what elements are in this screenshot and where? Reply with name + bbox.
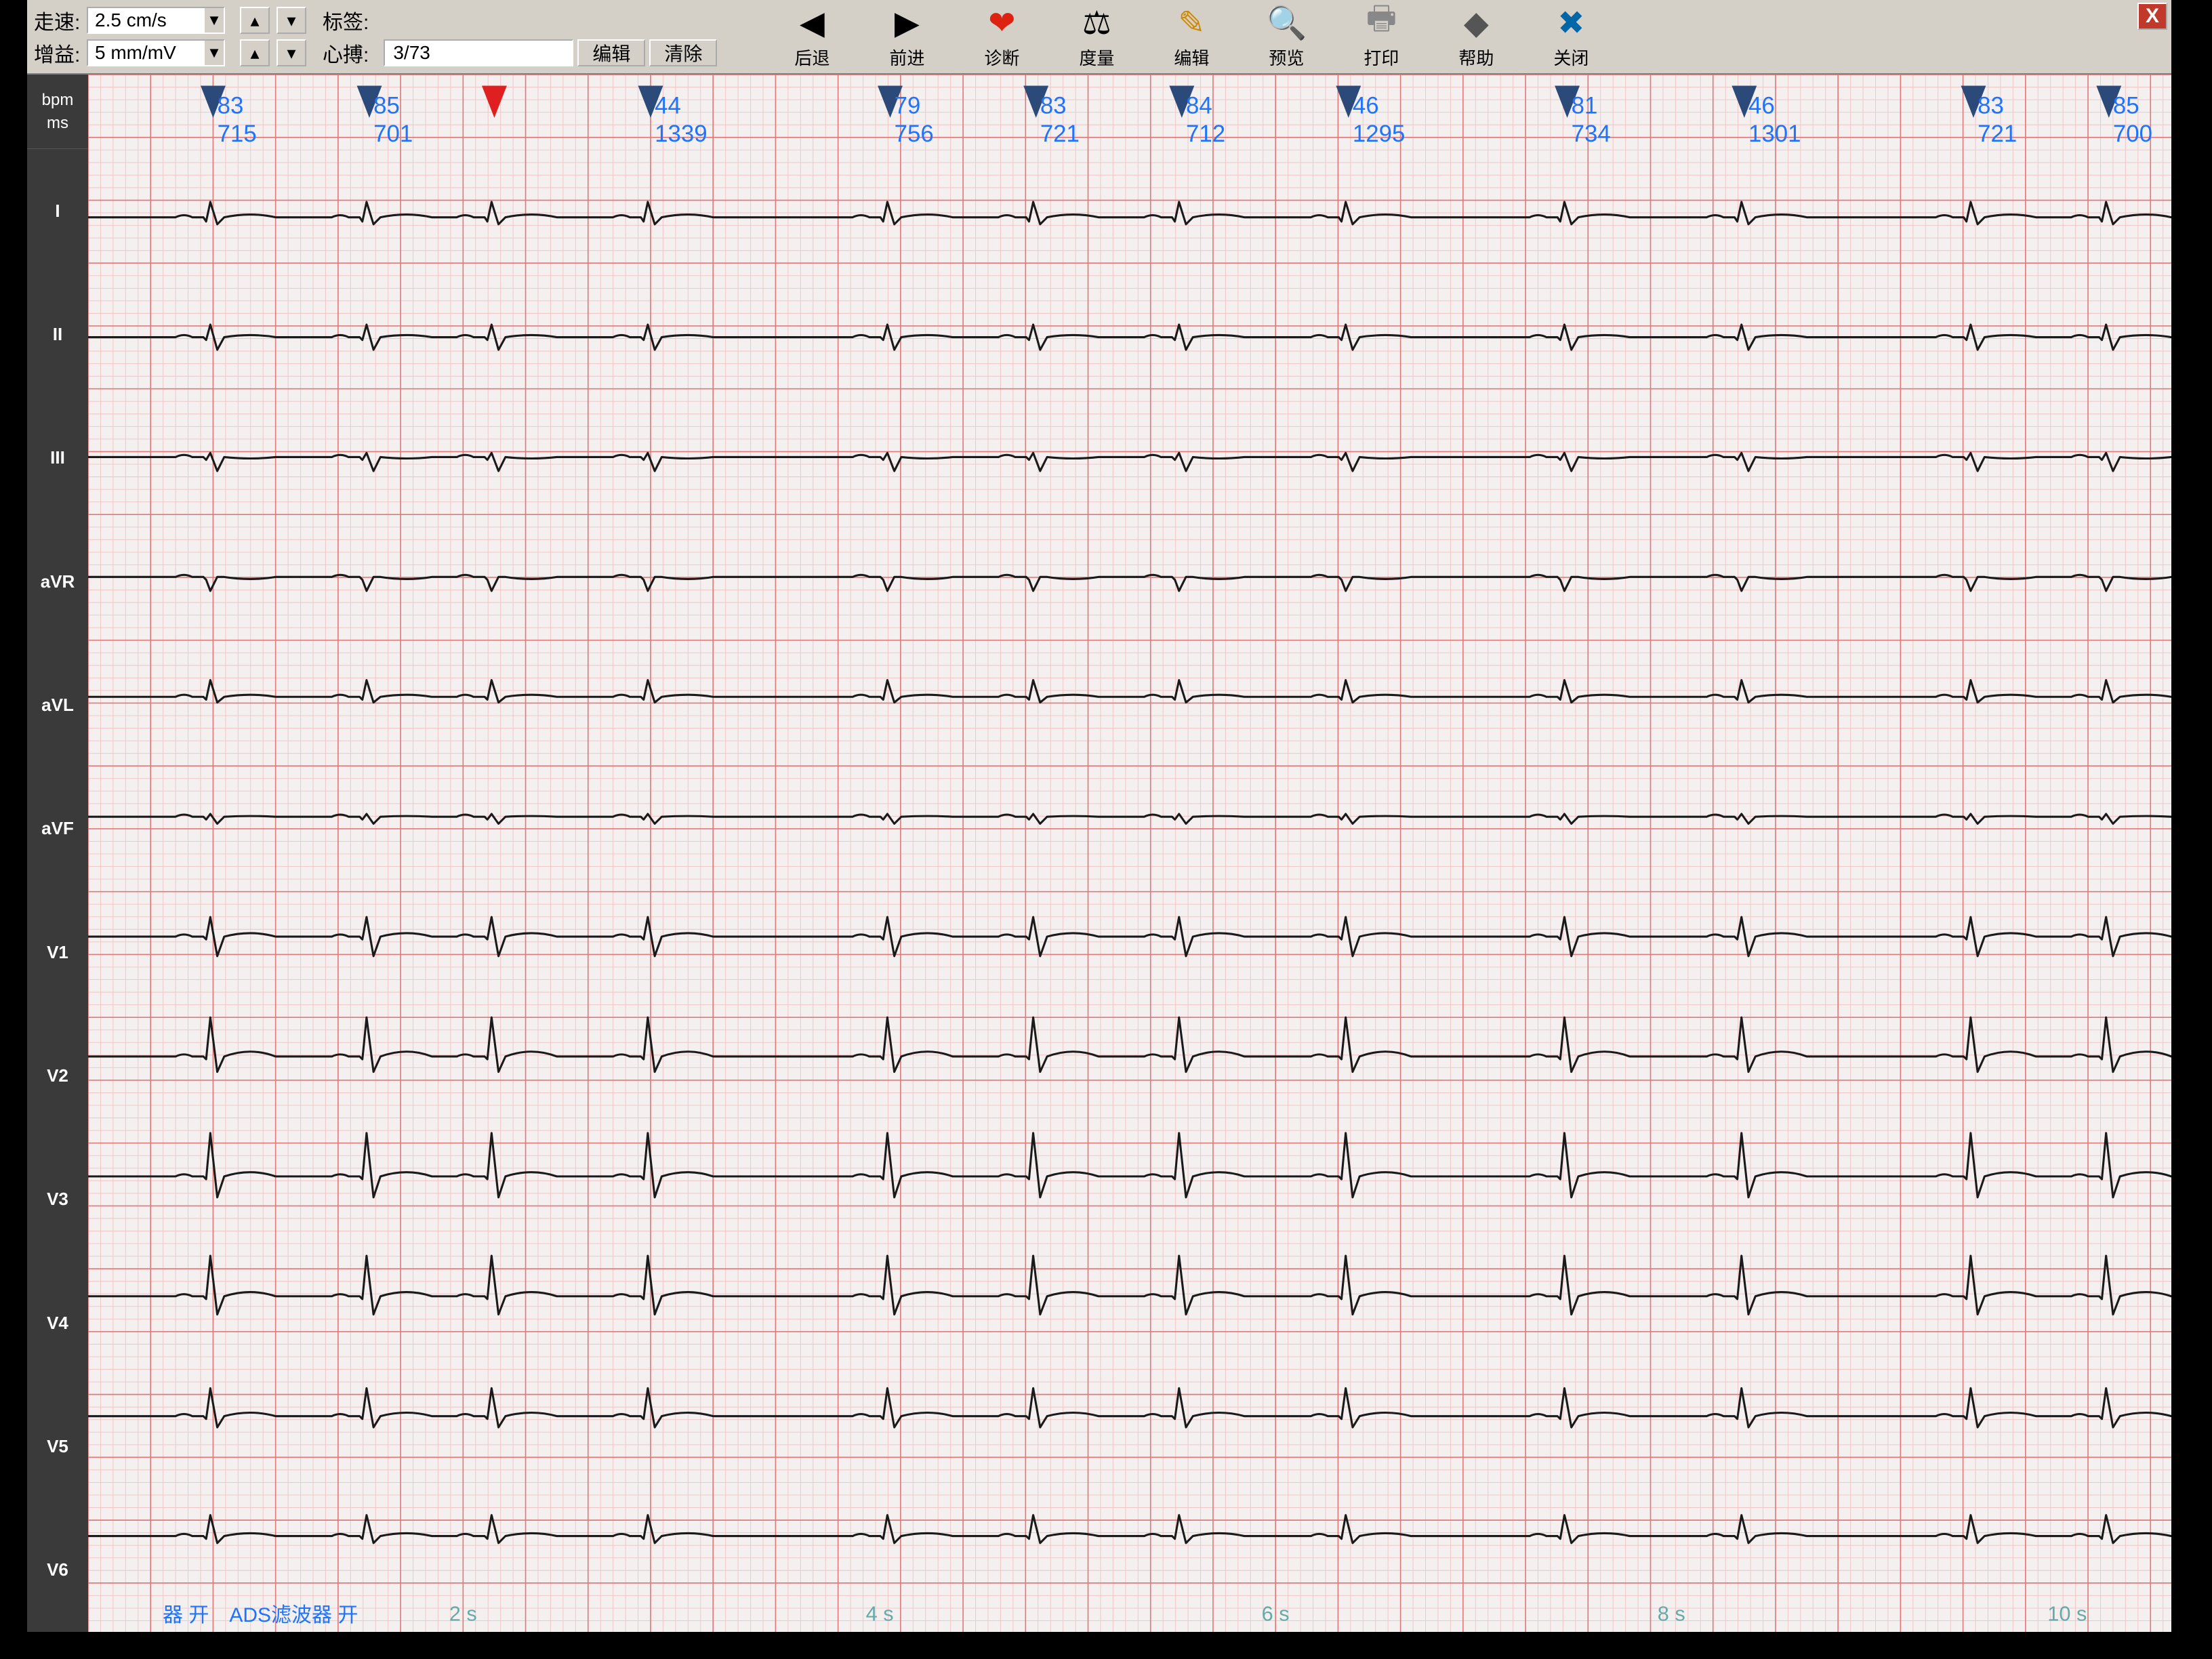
tag-label: 标签:	[312, 5, 380, 35]
speed-gain-block: 走速: 2.5 cm/s ▼ 增益: 5 mm/mV ▼	[27, 0, 232, 73]
print-button-icon: 🖶	[1362, 4, 1400, 42]
bump-buttons-block: ▴ ▾ 标签: ▴ ▾ 心搏: 3/73 编辑 清除	[232, 0, 724, 73]
lead-label-aVL: aVL	[27, 643, 88, 766]
main-toolbar: ◀ 后退 ▶ 前进 ❤ 诊断 ⚖ 度量 ✎ 编辑 🔍 预览 🖶 打印 ◆ 帮助 ✖ 关闭	[724, 0, 2171, 73]
hr-label: 心搏:	[312, 38, 380, 68]
beat-ms: 1301	[1748, 121, 1801, 147]
beat-bpm: 46	[1748, 93, 1775, 119]
beat-bpm: 84	[1186, 93, 1212, 119]
close-button-icon: ✖	[1552, 4, 1590, 42]
gain-up-button[interactable]: ▴	[240, 39, 270, 66]
beat-bpm: 83	[218, 93, 244, 119]
beat-bpm: 85	[373, 93, 400, 119]
gain-value: 5 mm/mV	[88, 42, 203, 64]
beat-ms: 715	[218, 121, 257, 147]
lead-label-V2: V2	[27, 1014, 88, 1137]
gain-combo[interactable]: 5 mm/mV ▼	[87, 39, 225, 66]
diagnose-button-label: 诊断	[984, 45, 1019, 70]
beat-bpm: 83	[1978, 93, 2004, 119]
beat-bpm: 79	[895, 93, 921, 119]
edit-button-icon: ✎	[1172, 4, 1210, 42]
units-header: bpm ms	[27, 75, 88, 149]
ecg-area: bpm ms IIIIIIaVRaVLaVFV1V2V3V4V5V6 83715…	[27, 75, 2171, 1632]
beat-bpm: 85	[2113, 93, 2139, 119]
preview-button[interactable]: 🔍 预览	[1252, 4, 1320, 70]
edit-small-button[interactable]: 编辑	[577, 39, 645, 66]
lead-label-V4: V4	[27, 1261, 88, 1385]
speed-value: 2.5 cm/s	[88, 9, 203, 31]
gain-down-button[interactable]: ▾	[276, 39, 306, 66]
app-window: X 走速: 2.5 cm/s ▼ 增益: 5 mm/mV ▼ ▴ ▾	[27, 0, 2171, 1632]
diagnose-button[interactable]: ❤ 诊断	[968, 4, 1036, 70]
help-button-label: 帮助	[1458, 45, 1494, 70]
lead-label-column: bpm ms IIIIIIaVRaVLaVFV1V2V3V4V5V6	[27, 75, 88, 1632]
beat-ms: 756	[895, 121, 934, 147]
speed-label: 走速:	[34, 5, 81, 35]
beat-ms: 721	[1040, 121, 1080, 147]
gain-label: 增益:	[34, 38, 81, 68]
back-button[interactable]: ◀ 后退	[778, 4, 846, 70]
lead-label-II: II	[27, 272, 88, 396]
speed-combo[interactable]: 2.5 cm/s ▼	[87, 7, 225, 34]
back-button-icon: ◀	[793, 4, 831, 42]
print-button-label: 打印	[1364, 45, 1399, 70]
edit-button[interactable]: ✎ 编辑	[1158, 4, 1225, 70]
diagnose-button-icon: ❤	[983, 4, 1021, 42]
speed-up-button[interactable]: ▴	[240, 7, 270, 34]
forward-button[interactable]: ▶ 前进	[873, 4, 941, 70]
clear-button[interactable]: 清除	[649, 39, 717, 66]
preview-button-label: 预览	[1269, 45, 1304, 70]
help-button-icon: ◆	[1457, 4, 1495, 42]
measure-button-icon: ⚖	[1078, 4, 1115, 42]
chevron-down-icon[interactable]: ▼	[203, 8, 224, 33]
beat-ms: 1295	[1353, 121, 1405, 147]
lead-label-aVF: aVF	[27, 767, 88, 890]
window-close-button[interactable]: X	[2137, 3, 2167, 30]
lead-label-III: III	[27, 396, 88, 520]
beat-bpm: 81	[1572, 93, 1598, 119]
print-button[interactable]: 🖶 打印	[1347, 4, 1415, 70]
top-toolbar: X 走速: 2.5 cm/s ▼ 增益: 5 mm/mV ▼ ▴ ▾	[27, 0, 2171, 75]
beat-ms: 734	[1572, 121, 1611, 147]
chevron-down-icon[interactable]: ▼	[203, 41, 224, 65]
lead-label-V6: V6	[27, 1509, 88, 1632]
status-filter2: ADS滤波器 开	[229, 1598, 358, 1628]
beat-ms: 701	[373, 121, 413, 147]
ecg-svg: 8371585701441339797568372184712461295817…	[88, 75, 2171, 1632]
lead-label-I: I	[27, 149, 88, 272]
preview-button-icon: 🔍	[1267, 4, 1305, 42]
back-button-label: 后退	[794, 45, 830, 70]
beat-ms: 721	[1978, 121, 2017, 147]
beat-ms: 1339	[655, 121, 707, 147]
ecg-canvas[interactable]: 8371585701441339797568372184712461295817…	[88, 75, 2171, 1632]
beat-bpm: 46	[1353, 93, 1379, 119]
bpm-unit: bpm	[42, 91, 74, 110]
lead-label-V3: V3	[27, 1138, 88, 1261]
beat-ms: 712	[1186, 121, 1225, 147]
help-button[interactable]: ◆ 帮助	[1442, 4, 1510, 70]
close-button[interactable]: ✖ 关闭	[1537, 4, 1605, 70]
measure-button-label: 度量	[1079, 45, 1114, 70]
ms-unit: ms	[47, 114, 68, 133]
beat-bpm: 44	[655, 93, 681, 119]
status-bar: 器 开 ADS滤波器 开	[149, 1594, 2171, 1632]
beat-ms: 700	[2113, 121, 2152, 147]
lead-label-V5: V5	[27, 1385, 88, 1508]
status-filter1: 器 开	[163, 1598, 209, 1628]
forward-button-label: 前进	[889, 45, 924, 70]
speed-down-button[interactable]: ▾	[276, 7, 306, 34]
forward-button-icon: ▶	[888, 4, 926, 42]
lead-label-aVR: aVR	[27, 520, 88, 643]
close-button-label: 关闭	[1553, 45, 1589, 70]
beat-bpm: 83	[1040, 93, 1067, 119]
hr-field[interactable]: 3/73	[384, 39, 573, 66]
edit-button-label: 编辑	[1174, 45, 1209, 70]
measure-button[interactable]: ⚖ 度量	[1063, 4, 1130, 70]
lead-label-V1: V1	[27, 890, 88, 1014]
